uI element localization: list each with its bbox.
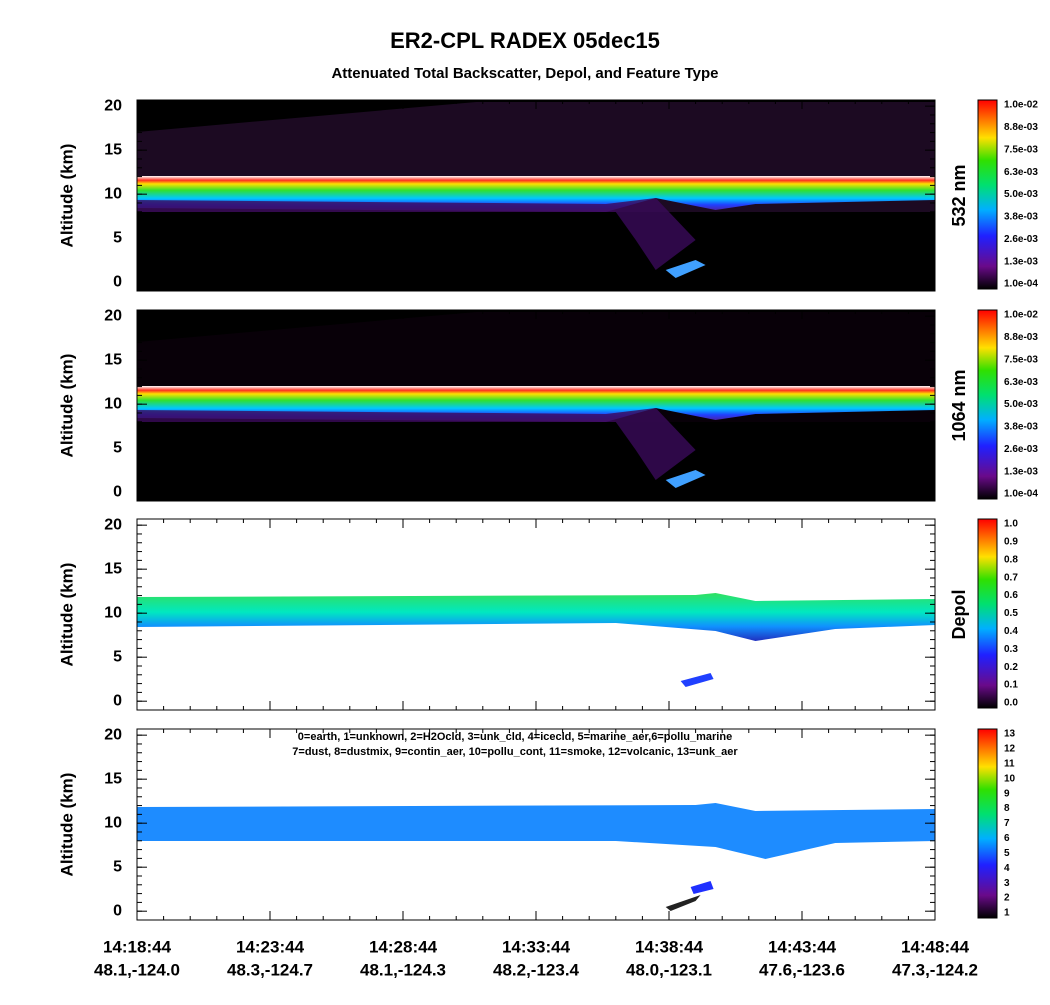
colorbar-label: 1.0e-02 [1004,100,1038,111]
side-label: 1064 nm [949,369,969,441]
y-tick-label: 15 [104,560,122,577]
colorbar-label: 1.0e-02 [1004,310,1038,321]
y-axis-label: Altitude (km) [57,144,76,248]
colorbar-label: 3.8e-03 [1004,212,1038,223]
colorbar-label: 1 [1004,908,1010,919]
colorbar-label: 8 [1004,803,1010,814]
y-tick-label: 20 [104,97,122,114]
colorbar-label: 0.6 [1004,590,1018,601]
y-tick-label: 10 [104,185,122,202]
colorbar-label: 0.4 [1004,626,1018,637]
colorbar-label: 1.0 [1004,519,1018,530]
colorbar-label: 7 [1004,818,1010,829]
y-axis-label: Altitude (km) [57,354,76,458]
x-tick-sublabel: 48.1,-124.3 [360,960,446,979]
backscatter-image [137,310,935,501]
y-tick-label: 5 [113,858,122,875]
feature-image [137,729,935,920]
colorbar-label: 0.8 [1004,554,1018,565]
colorbar-label: 6.3e-03 [1004,167,1038,178]
x-tick-sublabel: 48.2,-123.4 [493,960,580,979]
backscatter-image [137,100,935,291]
colorbar-label: 3.8e-03 [1004,422,1038,433]
colorbar-label: 0.2 [1004,662,1018,673]
y-tick-label: 10 [104,395,122,412]
colorbar-label: 8.8e-03 [1004,122,1038,133]
colorbar-label: 0.3 [1004,644,1018,655]
y-tick-label: 5 [113,229,122,246]
y-tick-label: 0 [113,902,122,919]
colorbar-label: 0.0 [1004,698,1018,709]
colorbar-label: 1.0e-04 [1004,279,1038,290]
colorbar-label: 6 [1004,833,1010,844]
colorbar-label: 5.0e-03 [1004,399,1038,410]
colorbar-label: 5 [1004,848,1010,859]
colorbar-label: 1.0e-04 [1004,489,1038,500]
colorbar-label: 13 [1004,729,1016,740]
y-tick-label: 0 [113,483,122,500]
colorbar-label: 7.5e-03 [1004,144,1038,155]
x-tick-label: 14:33:44 [502,937,571,956]
x-tick-label: 14:43:44 [768,937,837,956]
x-tick-sublabel: 47.3,-124.2 [892,960,978,979]
y-tick-label: 0 [113,273,122,290]
colorbar [977,518,998,709]
y-tick-label: 20 [104,726,122,743]
colorbar-label: 0.5 [1004,608,1018,619]
y-tick-label: 15 [104,351,122,368]
y-tick-label: 10 [104,814,122,831]
x-tick-sublabel: 48.3,-124.7 [227,960,313,979]
colorbar [977,309,998,500]
x-tick-label: 14:28:44 [369,937,438,956]
x-tick-sublabel: 47.6,-123.6 [759,960,845,979]
colorbar-label: 6.3e-03 [1004,377,1038,388]
y-tick-label: 15 [104,770,122,787]
y-tick-label: 20 [104,307,122,324]
x-tick-sublabel: 48.1,-124.0 [94,960,180,979]
colorbar-label: 2.6e-03 [1004,444,1038,455]
colorbar-label: 12 [1004,744,1016,755]
y-tick-label: 0 [113,692,122,709]
x-tick-label: 14:18:44 [103,937,172,956]
colorbar-label: 1.3e-03 [1004,466,1038,477]
colorbar-label: 0.1 [1004,680,1018,691]
colorbar-label: 1.3e-03 [1004,256,1038,267]
colorbar-label: 7.5e-03 [1004,354,1038,365]
colorbar [977,728,998,919]
y-axis-label: Altitude (km) [57,563,76,667]
depol-image [137,519,935,710]
side-label: 532 nm [949,164,969,226]
colorbar-label: 9 [1004,788,1010,799]
y-tick-label: 5 [113,648,122,665]
y-axis-label: Altitude (km) [57,773,76,877]
colorbar-label: 3 [1004,878,1010,889]
colorbar-label: 0.9 [1004,537,1018,548]
legend-text: 7=dust, 8=dustmix, 9=contin_aer, 10=poll… [292,746,738,758]
colorbar-label: 0.7 [1004,572,1018,583]
y-tick-label: 5 [113,439,122,456]
side-label: Depol [949,589,969,639]
colorbar-label: 4 [1004,863,1010,874]
colorbar [977,99,998,290]
y-tick-label: 15 [104,141,122,158]
chart-subtitle: Attenuated Total Backscatter, Depol, and… [331,65,718,82]
x-tick-label: 14:23:44 [236,937,305,956]
y-tick-label: 10 [104,604,122,621]
y-tick-label: 20 [104,516,122,533]
colorbar-label: 11 [1004,758,1015,769]
colorbar-label: 5.0e-03 [1004,189,1038,200]
colorbar-label: 10 [1004,773,1016,784]
legend-text: 0=earth, 1=unknown, 2=H2Ocld, 3=unk_cld,… [298,731,732,743]
chart-title: ER2-CPL RADEX 05dec15 [390,28,660,53]
x-tick-label: 14:38:44 [635,937,704,956]
colorbar-label: 2.6e-03 [1004,234,1038,245]
x-tick-label: 14:48:44 [901,937,970,956]
colorbar-label: 2 [1004,893,1010,904]
colorbar-label: 8.8e-03 [1004,332,1038,343]
x-tick-sublabel: 48.0,-123.1 [626,960,712,979]
